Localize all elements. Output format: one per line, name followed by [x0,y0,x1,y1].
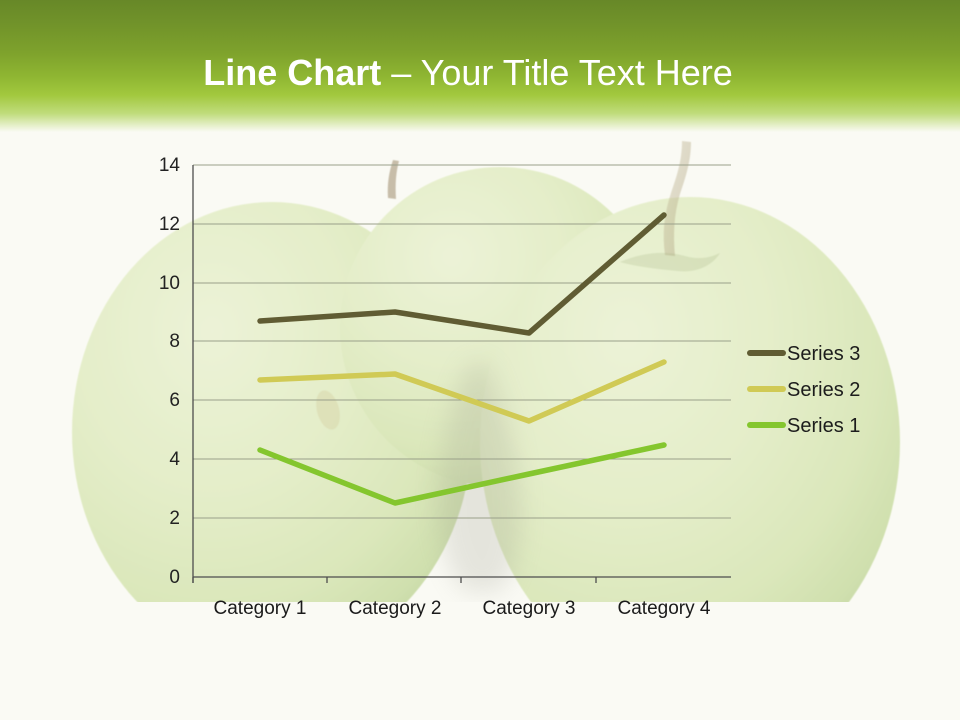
svg-text:Category 1: Category 1 [214,598,307,619]
svg-text:0: 0 [169,567,180,588]
svg-text:Category 4: Category 4 [618,598,711,619]
svg-text:8: 8 [169,331,180,352]
svg-text:14: 14 [159,155,181,176]
svg-text:12: 12 [159,214,180,235]
svg-text:2: 2 [169,508,180,529]
svg-text:Category 2: Category 2 [349,598,442,619]
svg-text:Category 3: Category 3 [483,598,576,619]
svg-text:Series 3: Series 3 [787,343,860,365]
svg-text:4: 4 [169,449,180,470]
svg-text:6: 6 [169,390,180,411]
svg-text:Series 1: Series 1 [787,415,860,437]
svg-text:Series 2: Series 2 [787,379,860,401]
svg-text:10: 10 [159,273,180,294]
